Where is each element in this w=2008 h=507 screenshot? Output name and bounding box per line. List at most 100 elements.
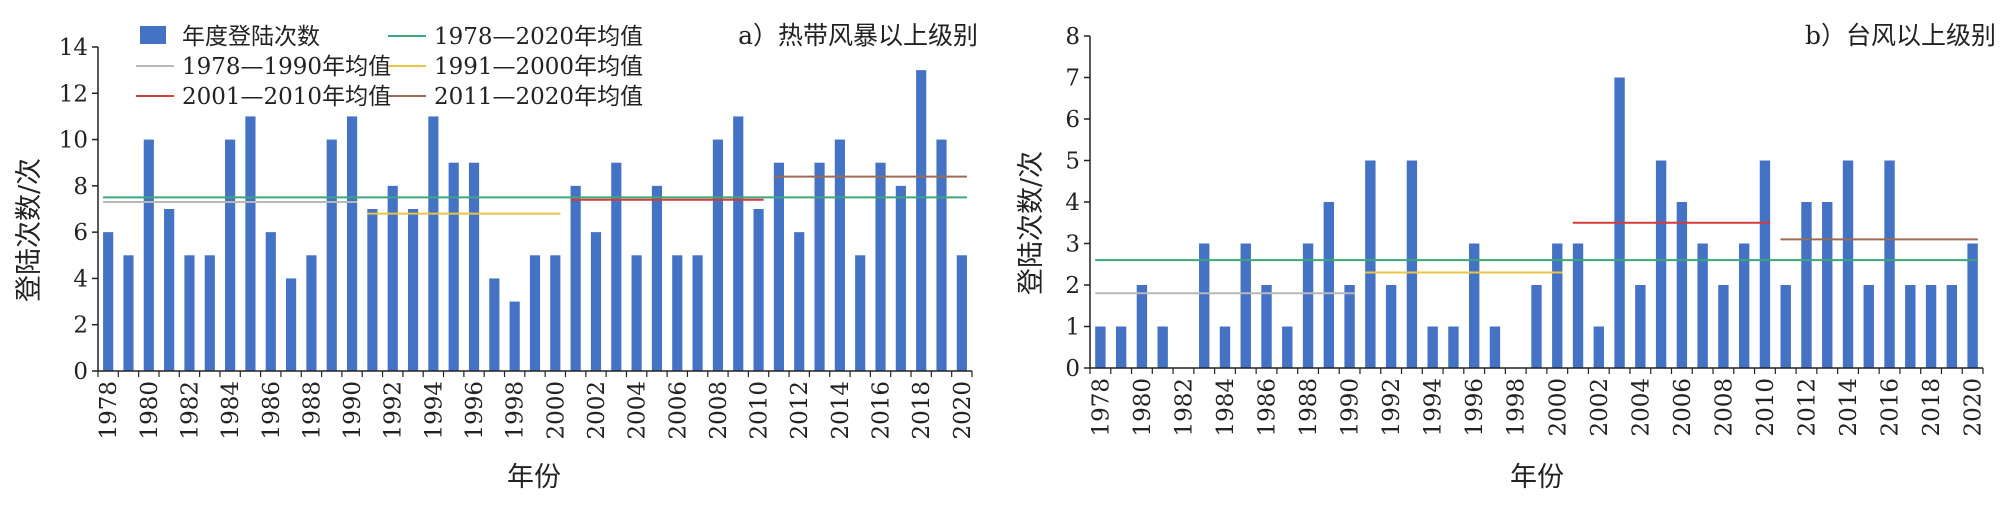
panel-b-x-tick-label: 2016 bbox=[1878, 378, 1904, 437]
panel-b-bar-1979 bbox=[1115, 326, 1127, 368]
panel-a-x-tick-label: 1988 bbox=[299, 381, 325, 440]
panel-b-bar-1990 bbox=[1344, 285, 1355, 368]
panel-b-x-tick-label: 2010 bbox=[1753, 378, 1779, 437]
panel-b-bar-1984 bbox=[1219, 326, 1231, 368]
panel-b-x-tick-label: 2020 bbox=[1961, 378, 1987, 437]
panel-b-bar-1993 bbox=[1406, 160, 1418, 368]
panel-a-bar-2020 bbox=[956, 255, 967, 371]
panel-a-bar-1983 bbox=[204, 255, 215, 371]
panel-b-bar-2006 bbox=[1676, 202, 1688, 368]
panel-b-y-tick-label: 6 bbox=[1065, 107, 1080, 133]
legend-label: 年度登陆次数 bbox=[182, 24, 320, 50]
panel-a-bar-2019 bbox=[936, 139, 947, 371]
panel-a: 0 2 4 6 8 10 12 14 1978 1980 1982 1984 1986 1988 1990 1… bbox=[14, 21, 978, 493]
panel-b-bar-2005 bbox=[1655, 160, 1667, 368]
panel-a-bar-1981 bbox=[164, 209, 175, 371]
panel-a-bar-2000 bbox=[550, 255, 561, 371]
panel-a-x-axis-title: 年份 bbox=[507, 462, 561, 493]
panel-a-marks: 0 2 4 6 8 10 12 14 1978 1980 1982 1984 1986 1988 1990 1… bbox=[59, 35, 976, 440]
panel-a-x-tick-label: 1994 bbox=[421, 381, 447, 440]
panel-a-x-tick-label: 2014 bbox=[828, 381, 854, 440]
panel-a-bar-2009 bbox=[733, 116, 744, 372]
panel-b-y-tick-label: 4 bbox=[1065, 190, 1080, 216]
panel-b-bar-1987 bbox=[1282, 326, 1293, 368]
panel-a-x-tick-label: 1996 bbox=[462, 381, 488, 440]
panel-b-bar-2009 bbox=[1738, 243, 1750, 368]
panel-a-bar-1999 bbox=[529, 255, 541, 371]
panel-b-bar-2007 bbox=[1697, 243, 1708, 368]
legend-label: 2001—2010年均值 bbox=[182, 84, 391, 110]
panel-a-x-tick-label: 1984 bbox=[218, 381, 244, 440]
panel-a-bar-1987 bbox=[286, 278, 297, 371]
panel-b-bar-1978 bbox=[1095, 326, 1106, 368]
panel-b-bar-1994 bbox=[1427, 326, 1438, 368]
panel-b: 0 1 2 3 4 5 6 7 8 1978 1980 1982 1984 1986 1988 1990 199… bbox=[1016, 21, 1996, 493]
panel-b-bar-2018 bbox=[1925, 285, 1937, 368]
panel-a-y-tick-label: 12 bbox=[59, 81, 88, 107]
panel-a-bar-1994 bbox=[428, 116, 439, 372]
panel-b-bar-2017 bbox=[1905, 285, 1916, 368]
panel-a-x-tick-label: 2008 bbox=[706, 381, 732, 440]
panel-a-y-tick-label: 14 bbox=[59, 35, 88, 61]
panel-a-bar-1984 bbox=[225, 139, 236, 371]
panel-a-bar-1988 bbox=[306, 255, 317, 371]
panel-b-title: b）台风以上级别 bbox=[1805, 21, 1996, 50]
panel-b-x-tick-label: 1996 bbox=[1462, 378, 1488, 437]
panel-a-bar-2014 bbox=[834, 139, 845, 371]
panel-a-x-tick-label: 2002 bbox=[584, 381, 610, 440]
panel-b-bar-2013 bbox=[1822, 202, 1833, 368]
panel-a-bar-2011 bbox=[773, 162, 784, 371]
panel-b-bar-2016 bbox=[1884, 160, 1895, 368]
panel-a-bar-2015 bbox=[855, 255, 866, 371]
panel-a-x-tick-label: 1990 bbox=[340, 381, 366, 440]
panel-a-bar-1980 bbox=[143, 139, 154, 371]
panel-a-bar-1979 bbox=[123, 255, 134, 371]
panel-b-x-tick-label: 2004 bbox=[1628, 378, 1654, 437]
panel-b-marks: 0 1 2 3 4 5 6 7 8 1978 1980 1982 1984 1986 1988 1990 199… bbox=[1065, 24, 1986, 437]
panel-b-y-tick-label: 2 bbox=[1065, 273, 1080, 299]
legend-swatch bbox=[140, 26, 166, 44]
panel-a-bar-2002 bbox=[590, 232, 602, 371]
panel-b-x-tick-label: 1998 bbox=[1504, 378, 1530, 437]
panel-a-x-tick-label: 1998 bbox=[503, 381, 529, 440]
panel-b-bar-1999 bbox=[1531, 285, 1542, 368]
panel-b-bar-2020 bbox=[1967, 243, 1978, 368]
panel-b-bar-2019 bbox=[1946, 285, 1958, 368]
panel-b-bar-1983 bbox=[1199, 243, 1210, 368]
panel-b-bar-2012 bbox=[1801, 202, 1812, 368]
panel-a-bar-1992 bbox=[387, 185, 398, 371]
panel-a-bar-1991 bbox=[367, 209, 378, 371]
panel-a-bar-2016 bbox=[875, 162, 886, 371]
panel-b-bar-2010 bbox=[1759, 160, 1771, 368]
panel-a-bar-1997 bbox=[489, 278, 500, 371]
panel-a-x-tick-label: 1986 bbox=[259, 381, 285, 440]
panel-a-bar-1985 bbox=[245, 116, 256, 372]
panel-a-bar-1978 bbox=[103, 232, 114, 371]
panel-b-bar-1981 bbox=[1157, 326, 1168, 368]
panel-b-x-tick-label: 1978 bbox=[1088, 378, 1114, 437]
panel-a-y-tick-label: 8 bbox=[73, 174, 88, 200]
panel-b-x-tick-label: 2008 bbox=[1711, 378, 1737, 437]
panel-b-bar-1989 bbox=[1323, 202, 1335, 368]
panel-a-x-tick-label: 2010 bbox=[747, 381, 773, 440]
panel-b-bar-1980 bbox=[1136, 285, 1148, 368]
panel-b-bar-1988 bbox=[1302, 243, 1314, 368]
legend-label: 1991—2000年均值 bbox=[434, 54, 643, 80]
panel-b-y-tick-label: 0 bbox=[1065, 356, 1080, 382]
legend-label: 2011—2020年均值 bbox=[434, 84, 643, 110]
panel-a-bar-2005 bbox=[651, 185, 663, 371]
panel-a-bar-2003 bbox=[611, 162, 622, 371]
panel-b-bar-2011 bbox=[1780, 285, 1791, 368]
panel-a-y-tick-label: 6 bbox=[73, 220, 88, 246]
panel-b-x-tick-label: 2002 bbox=[1587, 378, 1613, 437]
panel-b-y-tick-label: 1 bbox=[1065, 315, 1080, 341]
panel-a-bar-1998 bbox=[509, 301, 520, 371]
panel-a-x-tick-label: 2000 bbox=[543, 381, 569, 440]
panel-b-bar-1985 bbox=[1240, 243, 1251, 368]
panel-a-x-tick-label: 1980 bbox=[137, 381, 163, 440]
panel-b-y-tick-label: 7 bbox=[1065, 66, 1080, 92]
panel-a-x-tick-label: 1992 bbox=[381, 381, 407, 440]
panel-b-bar-2004 bbox=[1635, 285, 1646, 368]
panel-b-y-tick-label: 5 bbox=[1065, 149, 1080, 175]
panel-a-bar-2006 bbox=[672, 255, 683, 371]
